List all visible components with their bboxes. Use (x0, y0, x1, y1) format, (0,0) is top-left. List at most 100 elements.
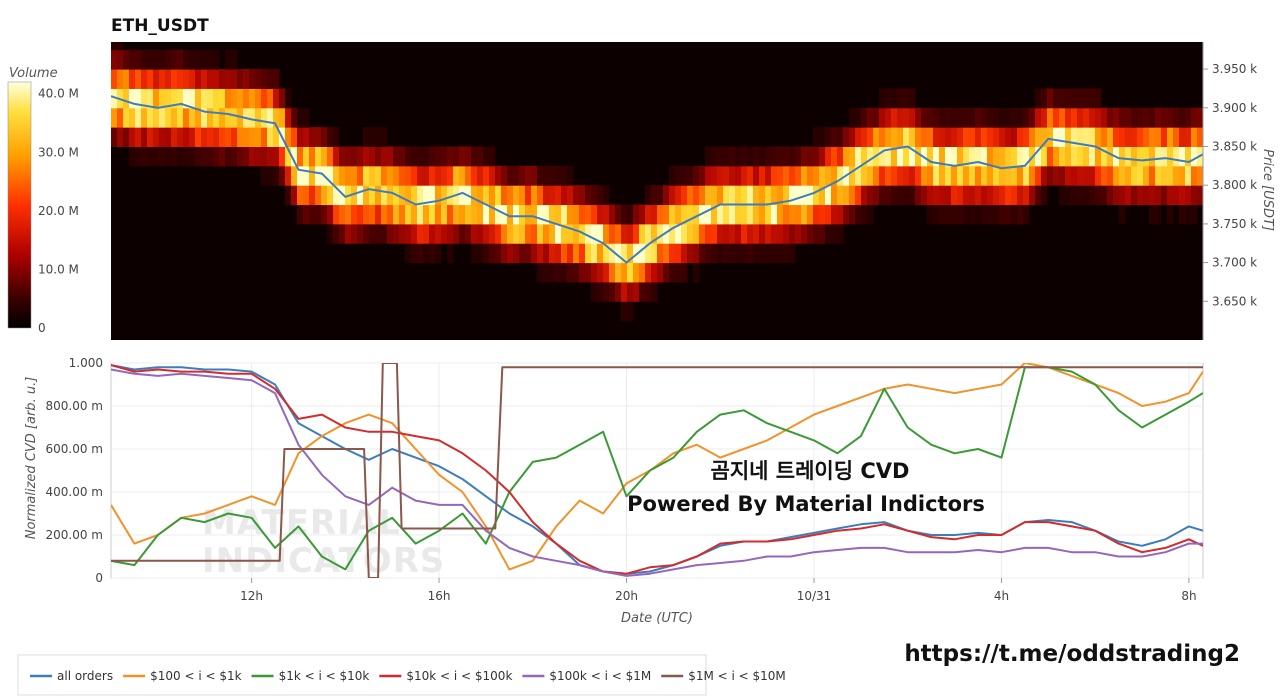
heatmap-cell (915, 185, 922, 206)
heatmap-cell (597, 281, 604, 302)
heatmap-cell (1005, 107, 1012, 128)
heatmap-cell (663, 262, 670, 283)
heatmap-cell (675, 243, 682, 264)
heatmap-cell (477, 165, 484, 186)
heatmap-cell (675, 185, 682, 206)
heatmap-cell (1017, 146, 1024, 167)
heatmap-cell (417, 146, 424, 167)
heatmap-cell (297, 204, 304, 225)
heatmap-cell (861, 127, 868, 147)
heatmap-cell (759, 204, 766, 225)
heatmap-cell (1005, 165, 1012, 186)
heatmap-cell (369, 223, 376, 244)
heatmap-cell (405, 185, 412, 206)
heatmap-cell (603, 204, 610, 225)
heatmap-cell (765, 243, 772, 264)
heatmap-cell (927, 146, 934, 167)
heatmap-cell (687, 243, 694, 264)
heatmap-cell (237, 127, 244, 147)
cvd-y-tick-label: 1.000 (69, 356, 103, 370)
heatmap-cell (567, 223, 574, 244)
heatmap-cell (153, 49, 160, 70)
heatmap-cell (1005, 185, 1012, 206)
heatmap-cell (315, 204, 322, 225)
heatmap-cell (1035, 146, 1042, 167)
heatmap-cell (819, 204, 826, 225)
heatmap-cell (1041, 107, 1048, 128)
heatmap-cell (435, 146, 442, 167)
heatmap-cell (525, 185, 532, 206)
heatmap-cell (177, 146, 184, 167)
heatmap-cell (645, 223, 652, 244)
heatmap-cell (429, 243, 436, 264)
heatmap-cell (831, 146, 838, 167)
heatmap-cell (969, 107, 976, 128)
heatmap-cell (375, 165, 382, 186)
heatmap-cell (1071, 127, 1078, 147)
heatmap-cell (705, 146, 712, 167)
heatmap-cell (747, 146, 754, 167)
heatmap-cell (1095, 88, 1102, 109)
heatmap-cell (1053, 127, 1060, 147)
heatmap-cell (891, 88, 898, 109)
heatmap-cell (915, 127, 922, 147)
heatmap-cell (1167, 146, 1174, 167)
heatmap-cell (333, 185, 340, 206)
heatmap-cell (171, 107, 178, 128)
telegram-link[interactable]: https://t.me/oddstrading2 (904, 641, 1240, 667)
heatmap-cell (1077, 107, 1084, 128)
heatmap-cell (975, 146, 982, 167)
heatmap-cell (1191, 107, 1198, 128)
heatmap-cell (777, 165, 784, 186)
cvd-x-tick-label: 10/31 (797, 589, 832, 603)
heatmap-cell (945, 204, 952, 225)
heatmap-cell (1071, 185, 1078, 206)
heatmap-cell (1173, 165, 1180, 186)
cvd-series-line (111, 363, 1203, 578)
heatmap-cell (651, 281, 658, 302)
heatmap-cell (159, 69, 166, 89)
heatmap-cell (711, 185, 718, 206)
heatmap-cell (621, 281, 628, 302)
heatmap-cell (1083, 146, 1090, 167)
heatmap-cell (273, 107, 280, 128)
heatmap-cell (813, 165, 820, 186)
heatmap-cell (813, 127, 820, 147)
heatmap-cell (195, 127, 202, 147)
heatmap-cell (327, 204, 334, 225)
heatmap-cell (1059, 165, 1066, 186)
heatmap-cell (387, 185, 394, 206)
heatmap-cell (1047, 146, 1054, 167)
heatmap-cell (957, 127, 964, 147)
heatmap-cell (135, 107, 142, 128)
price-tick-label: 3.850 k (1212, 139, 1257, 153)
heatmap-cell (987, 107, 994, 128)
heatmap-cell (933, 127, 940, 147)
heatmap-cell (1089, 185, 1096, 206)
heatmap-cell (201, 49, 208, 70)
heatmap-cell (387, 165, 394, 186)
heatmap-cell (207, 49, 214, 70)
heatmap-cell (753, 165, 760, 186)
heatmap-cell (459, 165, 466, 186)
heatmap-cell (129, 49, 136, 70)
heatmap-cell (333, 165, 340, 186)
heatmap-cell (939, 165, 946, 186)
heatmap-cell (297, 107, 304, 128)
heatmap-cell (765, 146, 772, 167)
heatmap-cell (795, 223, 802, 244)
heatmap-cell (777, 243, 784, 264)
heatmap-cell (951, 146, 958, 167)
cvd-x-label: Date (UTC) (621, 611, 693, 626)
heatmap-cell (801, 223, 808, 244)
heatmap-cell (867, 204, 874, 225)
heatmap-cell (777, 223, 784, 244)
heatmap-cell (165, 146, 172, 167)
heatmap-cell (507, 204, 514, 225)
heatmap-cell (417, 223, 424, 244)
heatmap-cell (891, 185, 898, 206)
heatmap-cell (315, 127, 322, 147)
heatmap-cell (801, 204, 808, 225)
price-tick-label: 3.650 k (1212, 294, 1257, 308)
price-tick-label: 3.900 k (1212, 101, 1257, 115)
